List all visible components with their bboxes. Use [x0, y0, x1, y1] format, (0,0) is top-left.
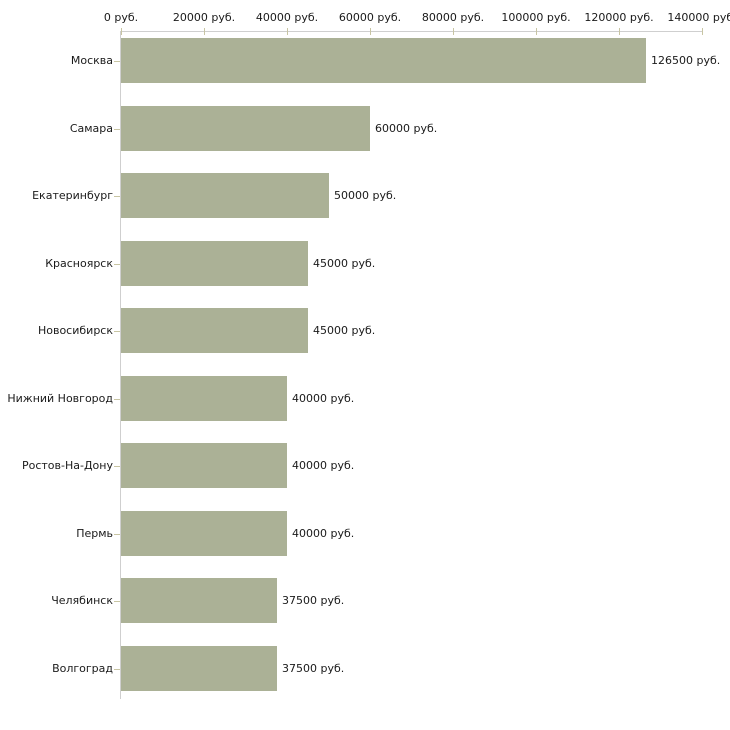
value-label: 40000 руб.: [292, 459, 355, 472]
category-tick-mark: [114, 331, 120, 332]
x-axis-tick-label: 60000 руб.: [338, 11, 402, 24]
x-axis-tick-mark: [453, 28, 454, 35]
category-label: Красноярск: [45, 257, 113, 270]
value-label: 40000 руб.: [292, 527, 355, 540]
category-label: Ростов-На-Дону: [21, 459, 113, 472]
x-axis-line: [120, 31, 702, 32]
value-label: 50000 руб.: [334, 189, 397, 202]
bar: [121, 38, 646, 83]
category-tick-mark: [114, 264, 120, 265]
category-tick-mark: [114, 399, 120, 400]
bar: [121, 308, 308, 353]
x-axis-tick-mark: [702, 28, 703, 35]
category-label: Нижний Новгород: [7, 392, 113, 405]
bar: [121, 376, 287, 421]
category-tick-mark: [114, 669, 120, 670]
x-axis-tick-mark: [536, 28, 537, 35]
x-axis-tick-label: 140000 руб.: [667, 11, 730, 24]
bar: [121, 241, 308, 286]
value-label: 45000 руб.: [313, 257, 376, 270]
value-label: 37500 руб.: [282, 662, 345, 675]
x-axis-tick-label: 0 руб.: [103, 11, 139, 24]
category-tick-mark: [114, 129, 120, 130]
category-label: Волгоград: [52, 662, 113, 675]
category-label: Новосибирск: [37, 324, 113, 337]
x-axis-tick-mark: [121, 28, 122, 35]
category-label: Самара: [69, 122, 113, 135]
x-axis-tick-mark: [370, 28, 371, 35]
category-tick-mark: [114, 534, 120, 535]
value-label: 60000 руб.: [375, 122, 438, 135]
bar: [121, 511, 287, 556]
bar: [121, 106, 370, 151]
x-axis-tick-mark: [619, 28, 620, 35]
category-tick-mark: [114, 196, 120, 197]
value-label: 45000 руб.: [313, 324, 376, 337]
bar: [121, 578, 277, 623]
x-axis-tick-label: 20000 руб.: [172, 11, 236, 24]
category-label: Пермь: [76, 527, 113, 540]
value-label: 37500 руб.: [282, 594, 345, 607]
x-axis-tick-label: 120000 руб.: [584, 11, 654, 24]
category-tick-mark: [114, 466, 120, 467]
x-axis-tick-label: 80000 руб.: [421, 11, 485, 24]
x-axis-tick-label: 40000 руб.: [255, 11, 319, 24]
y-axis-line: [120, 31, 121, 699]
category-label: Челябинск: [51, 594, 113, 607]
x-axis-tick-mark: [204, 28, 205, 35]
category-tick-mark: [114, 601, 120, 602]
category-label: Екатеринбург: [32, 189, 113, 202]
category-label: Москва: [70, 54, 113, 67]
x-axis-tick-mark: [287, 28, 288, 35]
bar: [121, 646, 277, 691]
x-axis-tick-label: 100000 руб.: [501, 11, 571, 24]
value-label: 126500 руб.: [651, 54, 721, 67]
value-label: 40000 руб.: [292, 392, 355, 405]
category-tick-mark: [114, 61, 120, 62]
bar: [121, 443, 287, 488]
bar: [121, 173, 329, 218]
